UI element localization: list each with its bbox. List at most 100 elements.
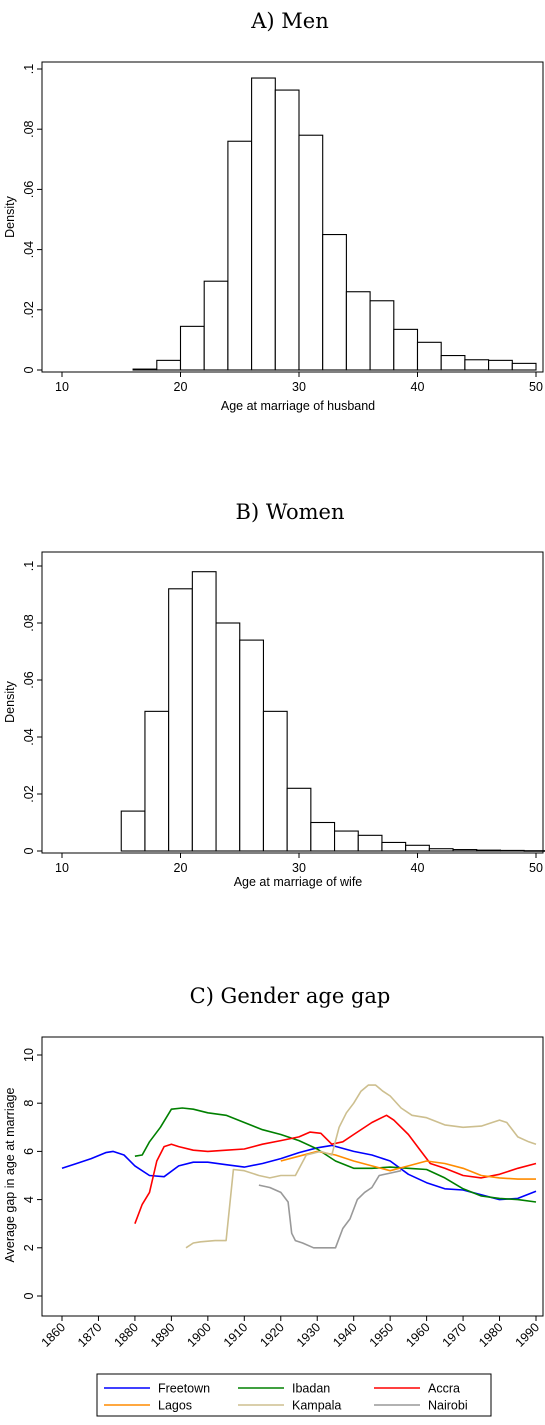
legend-label-freetown: Freetown: [158, 1382, 210, 1396]
series-line-ibadan: [134, 1107, 537, 1203]
panel-a-bar: [274, 89, 300, 371]
panel-b-bar: [476, 849, 502, 852]
panel-b-bar: [310, 821, 336, 852]
panel-a-x-tick-label: 10: [55, 380, 69, 394]
panel-c-x-tick-label: 1940: [330, 1320, 360, 1350]
panel-b-y-tick-label: .08: [22, 614, 36, 631]
panel-c-x-tick-label: 1970: [440, 1320, 470, 1350]
panel-b-bar: [286, 787, 312, 852]
panel-c-x-tick-label: 1990: [513, 1320, 543, 1350]
panel-c-y-tick-label: 8: [22, 1100, 36, 1107]
panel-b-histogram: B) Women 10 20 30 40 50 0 .02 .04 .06 .08 .1 Age a…: [3, 500, 545, 889]
panel-b-y-tick-label: .02: [22, 785, 36, 802]
panel-a-bar: [345, 291, 371, 371]
panel-b-x-tick-label: 20: [174, 861, 188, 875]
panel-b-bar: [215, 622, 241, 852]
panel-b-plot-frame: [41, 551, 544, 854]
panel-a-bar: [440, 355, 466, 371]
panel-c-x-tick-label: 1890: [148, 1320, 178, 1350]
panel-b-y-tick-label: .04: [22, 728, 36, 745]
panel-a-bar: [298, 134, 324, 371]
panel-a-y-tick-label: .04: [22, 241, 36, 258]
panel-c-x-tick-label: 1910: [221, 1320, 251, 1350]
panel-c-x-tick-label: 1960: [403, 1320, 433, 1350]
panel-b-x-tick-label: 30: [292, 861, 306, 875]
panel-c-x-tick-label: 1900: [184, 1320, 214, 1350]
panel-c-x-tick-label: 1870: [75, 1320, 105, 1350]
panel-a-y-tick-label: .06: [22, 181, 36, 198]
panel-b-bar: [428, 848, 454, 852]
series-line-accra: [134, 1114, 537, 1224]
legend-label-kampala: Kampala: [292, 1399, 341, 1413]
panel-b-x-tick-label: 10: [55, 861, 69, 875]
panel-b-bar: [239, 639, 265, 852]
panel-b-bar: [144, 710, 170, 852]
panel-a-x-tick-label: 40: [411, 380, 425, 394]
panel-c-legend: Freetown Ibadan Accra Lagos Kampala Nairobi: [96, 1373, 492, 1417]
panel-a-plot-frame: [41, 61, 544, 373]
panel-c-y-tick-label: 2: [22, 1244, 36, 1251]
panel-b-bar: [191, 571, 217, 852]
panel-b-bar: [405, 844, 430, 852]
panel-a-y-axis-label: Density: [3, 195, 17, 237]
legend-label-lagos: Lagos: [158, 1399, 192, 1413]
panel-a-bar: [369, 300, 395, 371]
panel-c-x-tick-label: 1950: [367, 1320, 397, 1350]
panel-c-x-tick-label: 1860: [39, 1320, 69, 1350]
panel-b-bar: [262, 710, 288, 852]
panel-a-title: A) Men: [250, 9, 329, 33]
legend-box: [96, 1373, 492, 1417]
panel-a-y-tick-label: 0: [22, 366, 36, 373]
panel-a-y-tick-label: .1: [22, 64, 36, 74]
panel-a-x-tick-label: 50: [529, 380, 543, 394]
panel-a-bar: [227, 140, 253, 371]
panel-a-bar: [464, 359, 490, 371]
panel-b-bar: [523, 850, 545, 852]
panel-c-x-tick-label: 1880: [111, 1320, 141, 1350]
panel-a-bar: [132, 368, 158, 371]
legend-label-accra: Accra: [428, 1382, 460, 1396]
legend-label-nairobi: Nairobi: [428, 1399, 468, 1413]
panel-a-bar: [156, 359, 182, 371]
panel-a-bar: [488, 359, 513, 371]
panel-a-x-tick-label: 30: [292, 380, 306, 394]
panel-c-plot-frame: [41, 1036, 544, 1317]
panel-b-y-axis-label: Density: [3, 680, 17, 722]
panel-b-x-tick-label: 40: [411, 861, 425, 875]
panel-b-bar: [499, 849, 525, 852]
panel-a-bar: [393, 328, 419, 371]
panel-b-y-tick-label: .1: [22, 561, 36, 571]
panel-b-bar: [452, 849, 478, 852]
panel-a-bar: [511, 362, 537, 371]
panel-b-bar: [168, 588, 193, 852]
panel-c-x-tick-label: 1980: [476, 1320, 506, 1350]
panel-a-y-tick-label: .08: [22, 120, 36, 137]
panel-a-bar: [416, 341, 442, 371]
panel-b-bar: [357, 834, 383, 852]
series-line-nairobi: [258, 1169, 402, 1249]
panel-b-x-axis-label: Age at marriage of wife: [234, 875, 363, 889]
panel-a-bar: [203, 280, 229, 371]
panel-b-title: B) Women: [236, 500, 345, 524]
panel-a-y-tick-label: .02: [22, 301, 36, 318]
panel-c-y-tick-label: 10: [22, 1048, 36, 1062]
panel-c-x-tick-label: 1930: [294, 1320, 324, 1350]
panel-b-x-tick-label: 50: [529, 861, 543, 875]
panel-c-y-tick-label: 4: [22, 1196, 36, 1203]
panel-a-x-tick-label: 20: [174, 380, 188, 394]
panel-a-bar: [251, 77, 276, 371]
series-line-kampala: [185, 1084, 537, 1249]
legend-label-ibadan: Ibadan: [292, 1382, 330, 1396]
series-line-freetown: [61, 1144, 537, 1201]
panel-c-line-chart: C) Gender age gap 1860 1870 1880 1890 1900 19…: [3, 984, 544, 1417]
panel-c-title: C) Gender age gap: [190, 984, 391, 1008]
panel-c-x-tick-label: 1920: [257, 1320, 287, 1350]
panel-b-bar: [333, 830, 359, 852]
panel-c-y-tick-label: 6: [22, 1148, 36, 1155]
panel-b-bar: [120, 810, 146, 852]
panel-b-y-tick-label: .06: [22, 671, 36, 688]
panel-a-bar: [179, 325, 205, 371]
panel-c-y-tick-label: 0: [22, 1292, 36, 1299]
panel-a-x-axis-label: Age at marriage of husband: [221, 399, 375, 413]
